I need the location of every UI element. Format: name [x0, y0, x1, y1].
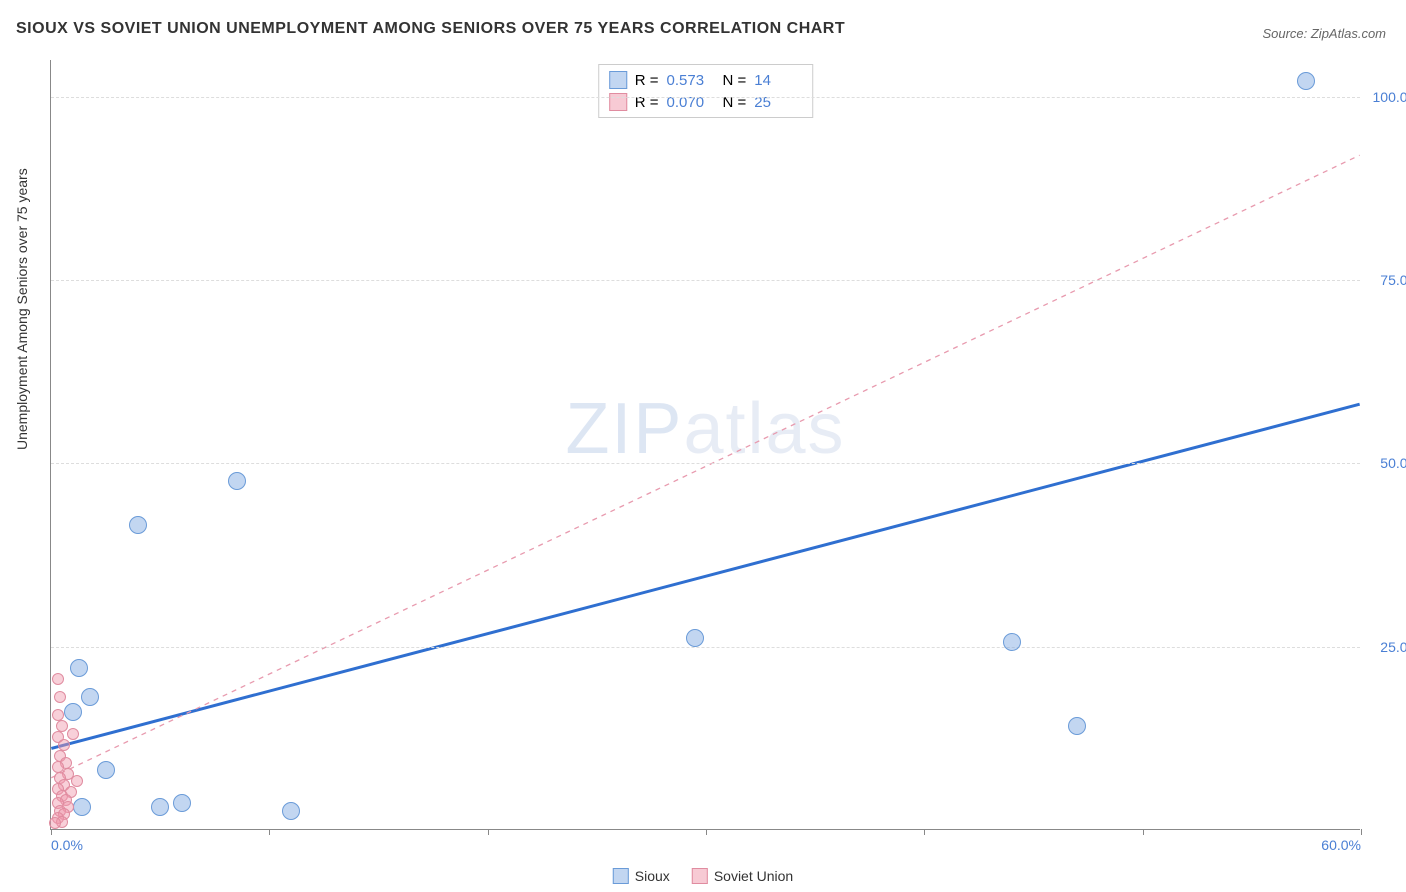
- data-point: [97, 761, 115, 779]
- x-tick: [51, 829, 52, 835]
- series-legend-item: Sioux: [613, 868, 670, 884]
- x-tick: [269, 829, 270, 835]
- series-label: Sioux: [635, 868, 670, 884]
- x-tick: [1361, 829, 1362, 835]
- series-legend: Sioux Soviet Union: [613, 868, 793, 884]
- legend-swatch: [609, 71, 627, 89]
- x-tick: [488, 829, 489, 835]
- stats-legend-row: R = 0.573 N = 14: [609, 69, 803, 91]
- data-point: [1297, 72, 1315, 90]
- data-point: [52, 673, 64, 685]
- r-value: 0.573: [667, 72, 715, 89]
- data-point: [1003, 633, 1021, 651]
- legend-swatch: [692, 868, 708, 884]
- data-point: [49, 817, 61, 829]
- stats-legend: R = 0.573 N = 14 R =0.070N =25: [598, 64, 814, 118]
- source-attribution: Source: ZipAtlas.com: [1262, 26, 1386, 41]
- n-value: 14: [754, 72, 802, 89]
- series-label: Soviet Union: [714, 868, 793, 884]
- r-label: R =: [635, 72, 659, 89]
- data-point: [64, 703, 82, 721]
- data-point: [71, 775, 83, 787]
- stats-legend-row: R =0.070N =25: [609, 91, 803, 113]
- series-legend-item: Soviet Union: [692, 868, 793, 884]
- x-tick: [924, 829, 925, 835]
- data-point: [1068, 717, 1086, 735]
- gridline-h: [51, 97, 1360, 98]
- data-point: [54, 691, 66, 703]
- data-point: [686, 629, 704, 647]
- n-label: N =: [723, 72, 747, 89]
- scatter-plot-area: ZIPatlas R =0.573N =14R =0.070N =25 25.0…: [50, 60, 1360, 830]
- data-point: [151, 798, 169, 816]
- y-tick-label: 75.0%: [1365, 272, 1406, 288]
- x-tick-label: 60.0%: [1321, 837, 1361, 853]
- gridline-h: [51, 463, 1360, 464]
- y-axis-label: Unemployment Among Seniors over 75 years: [14, 168, 30, 450]
- data-point: [81, 688, 99, 706]
- legend-swatch: [613, 868, 629, 884]
- data-point: [282, 802, 300, 820]
- y-tick-label: 100.0%: [1365, 89, 1406, 105]
- chart-title: SIOUX VS SOVIET UNION UNEMPLOYMENT AMONG…: [16, 20, 845, 38]
- regression-line: [51, 404, 1359, 748]
- data-point: [70, 659, 88, 677]
- y-tick-label: 25.0%: [1365, 639, 1406, 655]
- regression-line: [51, 155, 1359, 778]
- data-point: [67, 728, 79, 740]
- data-point: [173, 794, 191, 812]
- gridline-h: [51, 280, 1360, 281]
- data-point: [228, 472, 246, 490]
- x-tick: [706, 829, 707, 835]
- y-tick-label: 50.0%: [1365, 455, 1406, 471]
- data-point: [129, 516, 147, 534]
- gridline-h: [51, 647, 1360, 648]
- x-tick-label: 0.0%: [51, 837, 83, 853]
- x-tick: [1143, 829, 1144, 835]
- regression-lines: [51, 60, 1360, 829]
- data-point: [73, 798, 91, 816]
